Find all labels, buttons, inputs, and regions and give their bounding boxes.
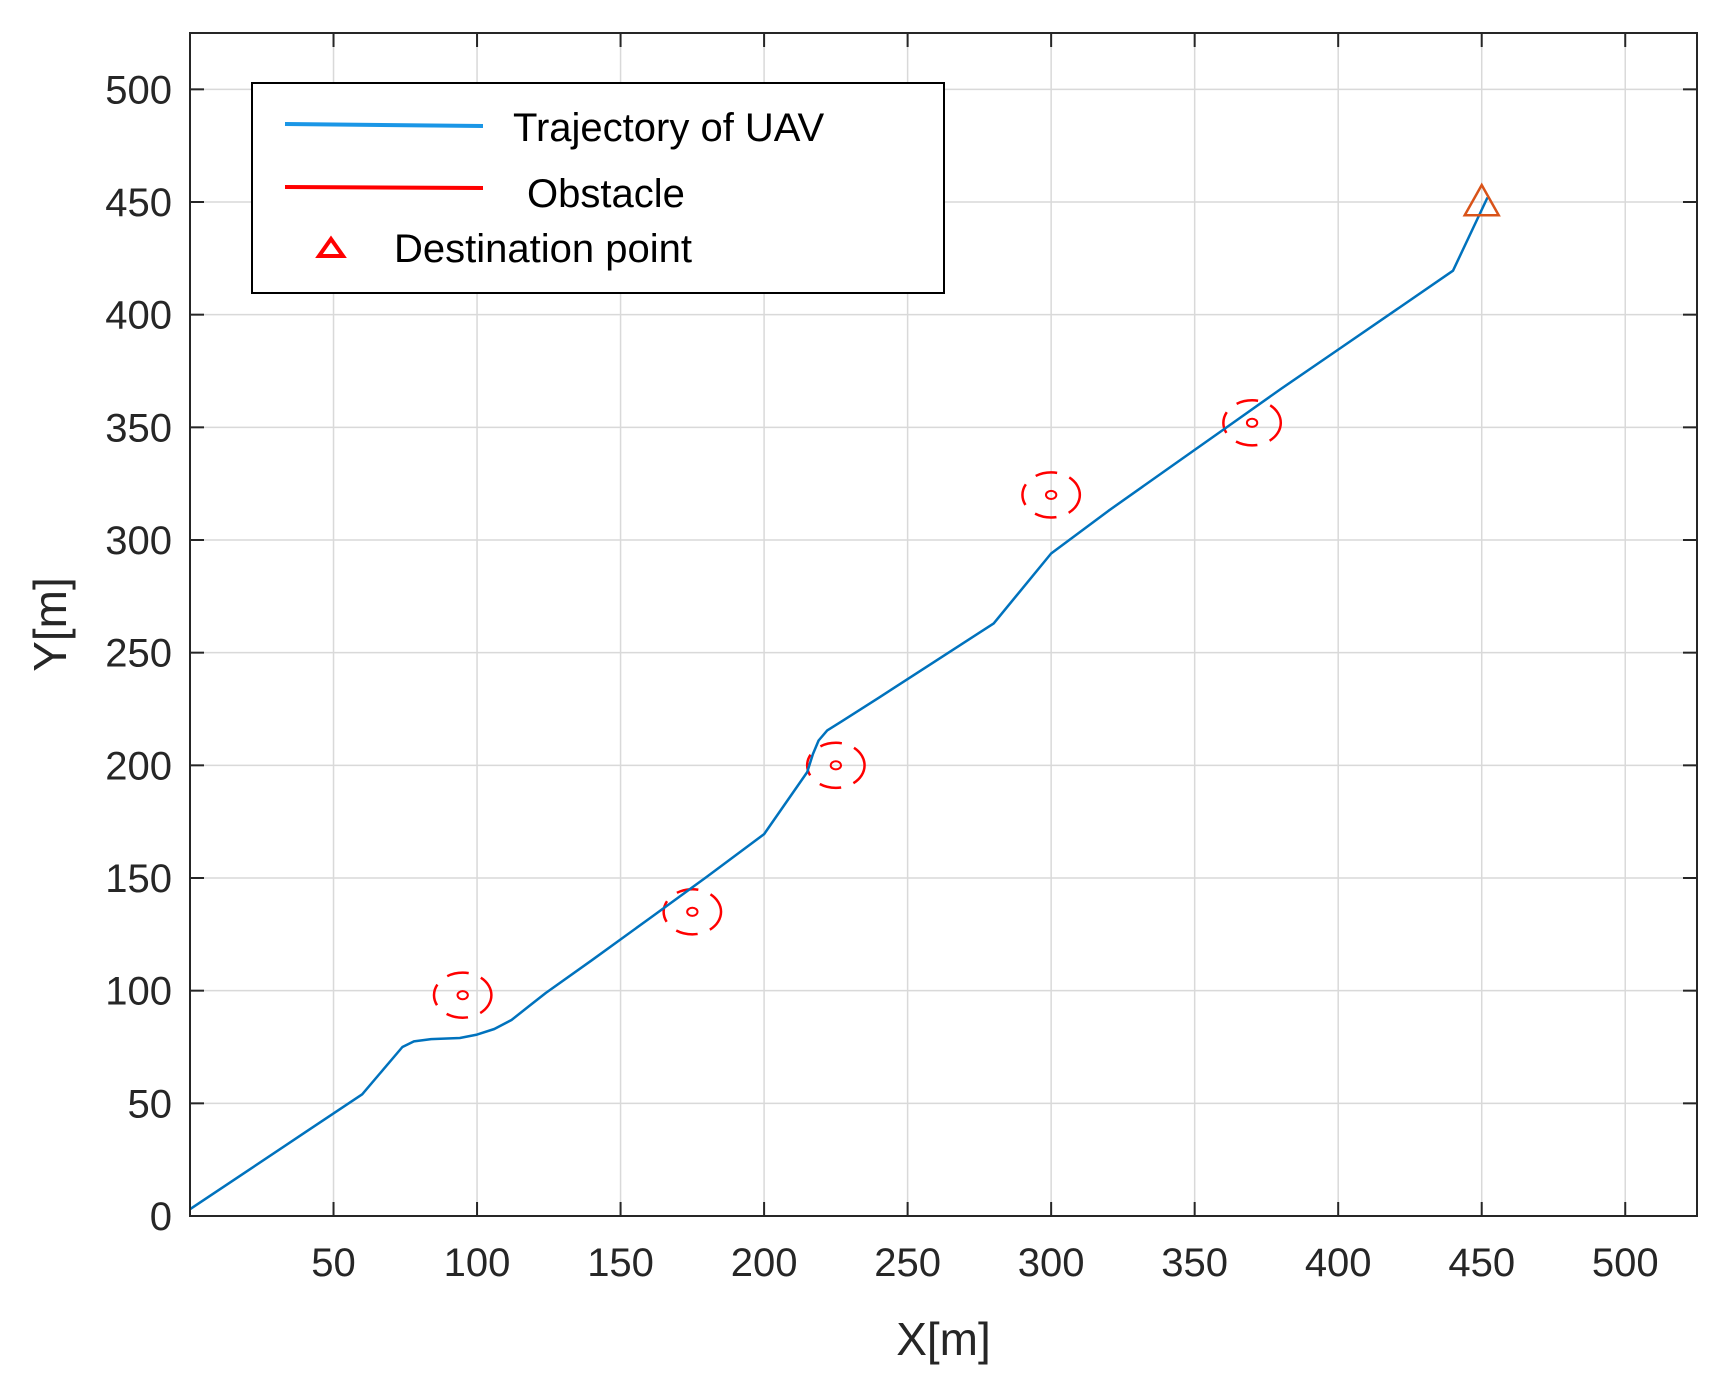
x-tick-label: 50 (311, 1241, 356, 1285)
obstacle-outer-circle (1222, 399, 1283, 447)
y-tick-label: 250 (105, 632, 172, 676)
y-tick-label: 450 (105, 181, 172, 225)
y-tick-label: 100 (105, 970, 172, 1014)
obstacle-center (456, 990, 469, 1001)
x-tick-label: 350 (1161, 1241, 1228, 1285)
obstacle-center (1044, 489, 1058, 500)
markers (1462, 182, 1501, 217)
y-tick-label: 50 (128, 1082, 173, 1126)
legend: Trajectory of UAV Obstacle Destination p… (251, 82, 945, 294)
x-tick-label: 300 (1018, 1241, 1085, 1285)
obstacle-outer-circle (1021, 471, 1082, 519)
legend-swatch-obstacle (284, 185, 484, 190)
y-tick-label: 200 (105, 744, 172, 788)
obstacle-center (686, 906, 699, 917)
x-tick-label: 150 (587, 1241, 654, 1285)
y-tick-label: 350 (105, 406, 172, 450)
obstacle-outer-circle (432, 971, 493, 1019)
obstacles (432, 399, 1283, 1019)
destination-marker (1462, 182, 1501, 217)
obstacle-outer-circle (662, 888, 723, 936)
x-tick-label: 450 (1448, 1241, 1515, 1285)
obstacle-center (1245, 417, 1259, 428)
legend-label-trajectory: Trajectory of UAV (513, 106, 825, 150)
legend-label-obstacle: Obstacle (527, 172, 685, 216)
y-tick-label: 400 (105, 294, 172, 338)
legend-swatch-destination-triangle (315, 235, 347, 258)
x-tick-label: 250 (874, 1241, 941, 1285)
x-tick-label: 100 (444, 1241, 511, 1285)
y-tick-label: 150 (105, 857, 172, 901)
legend-swatch-trajectory (284, 122, 484, 128)
x-tick-label: 200 (731, 1241, 798, 1285)
tick-labels: 50 100 150 200 250 300 350 400 450 500 0 50 100 150 20… (105, 33, 1697, 1285)
y-tick-label: 300 (105, 519, 172, 563)
legend-label-destination: Destination point (394, 227, 692, 271)
obstacle-outer-circle (805, 741, 866, 790)
series (189, 196, 1489, 1211)
x-axis-label: X[m] (896, 1313, 991, 1365)
axes-box (189, 32, 1698, 1217)
y-tick-label: 0 (150, 1195, 172, 1239)
y-axis-label: Y[m] (24, 577, 76, 672)
x-tick-label: 400 (1305, 1241, 1372, 1285)
x-tick-label: 500 (1592, 1241, 1659, 1285)
y-tick-label: 500 (105, 68, 172, 112)
series-line-trajectory (189, 196, 1489, 1211)
plot-area (189, 182, 1501, 1211)
obstacle-center (829, 760, 843, 771)
